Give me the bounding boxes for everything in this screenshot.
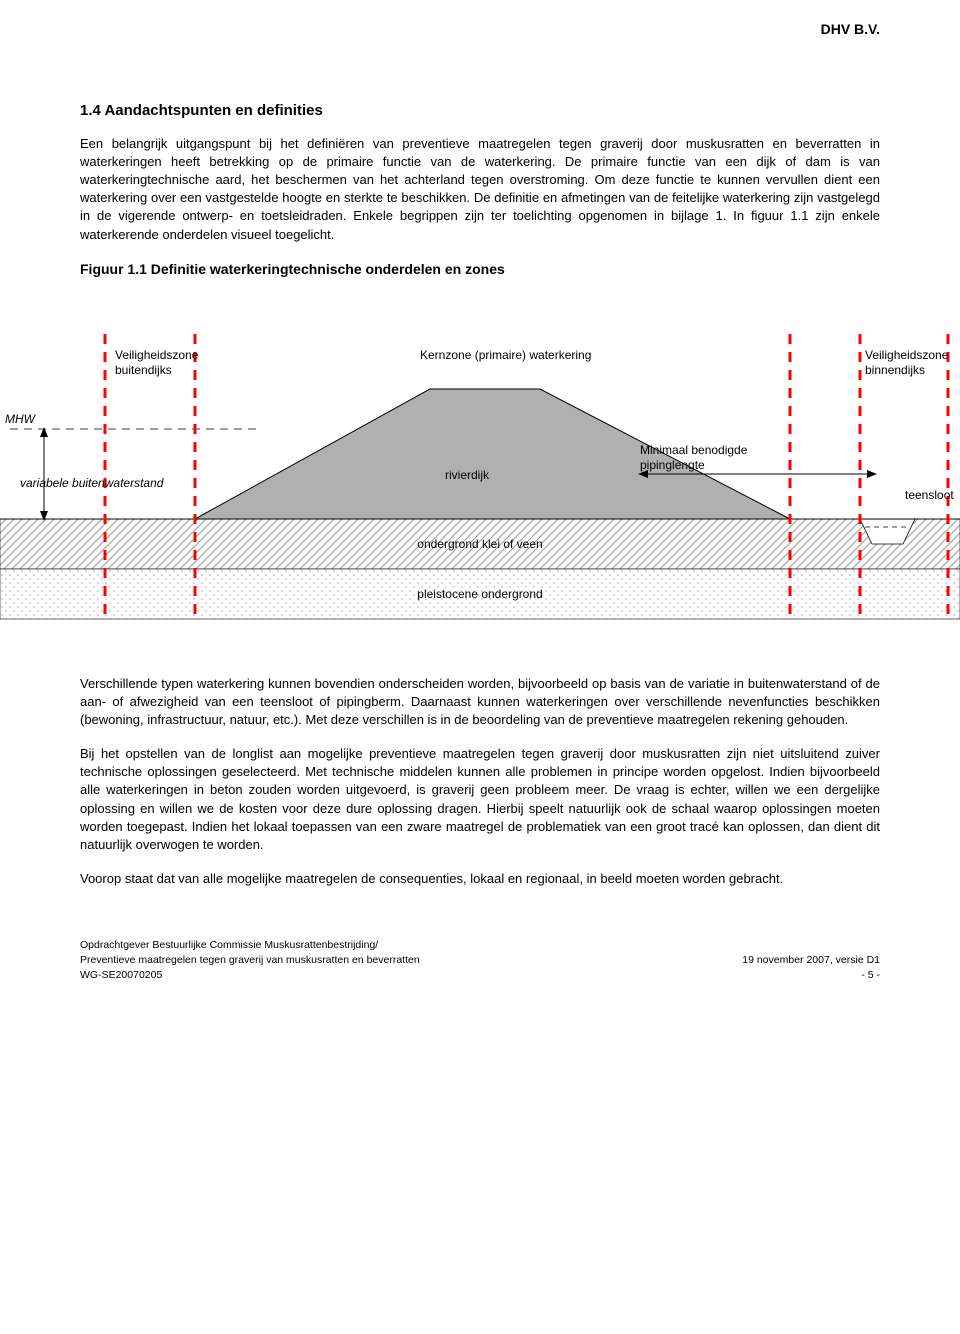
svg-text:pipinglengte: pipinglengte [640, 458, 705, 472]
page-footer: Opdrachtgever Bestuurlijke Commissie Mus… [80, 938, 880, 982]
svg-text:ondergrond klei of veen: ondergrond klei of veen [417, 537, 542, 551]
footer-date: 19 november 2007, versie D1 [742, 953, 880, 968]
svg-text:MHW: MHW [5, 412, 37, 426]
svg-text:binnendijks: binnendijks [865, 363, 925, 377]
figure-caption: Figuur 1.1 Definitie waterkeringtechnisc… [80, 260, 880, 280]
svg-text:teensloot: teensloot [905, 488, 954, 502]
svg-text:Veiligheidszone: Veiligheidszone [115, 348, 199, 362]
dyke-diagram-svg: VeiligheidszonebuitendijksKernzone (prim… [0, 309, 960, 639]
footer-client-1: Opdrachtgever Bestuurlijke Commissie Mus… [80, 938, 420, 953]
svg-text:variabele buitenwaterstand: variabele buitenwaterstand [20, 476, 164, 490]
paragraph-3: Bij het opstellen van de longlist aan mo… [80, 745, 880, 854]
diagram-cross-section: VeiligheidszonebuitendijksKernzone (prim… [0, 309, 960, 644]
svg-text:Minimaal benodigde: Minimaal benodigde [640, 443, 748, 457]
company-header: DHV B.V. [80, 20, 880, 40]
footer-page: - 5 - [742, 968, 880, 983]
svg-text:Kernzone (primaire) waterkerin: Kernzone (primaire) waterkering [420, 348, 591, 362]
svg-text:Veiligheidszone: Veiligheidszone [865, 348, 949, 362]
footer-right: 19 november 2007, versie D1 - 5 - [742, 953, 880, 982]
svg-text:rivierdijk: rivierdijk [445, 468, 490, 482]
footer-client-2: Preventieve maatregelen tegen graverij v… [80, 953, 420, 968]
paragraph-4: Voorop staat dat van alle mogelijke maat… [80, 870, 880, 888]
svg-text:pleistocene ondergrond: pleistocene ondergrond [417, 587, 542, 601]
paragraph-2: Verschillende typen waterkering kunnen b… [80, 675, 880, 730]
svg-text:buitendijks: buitendijks [115, 363, 172, 377]
footer-left: Opdrachtgever Bestuurlijke Commissie Mus… [80, 938, 420, 982]
footer-ref: WG-SE20070205 [80, 968, 420, 983]
section-heading: 1.4 Aandachtspunten en definities [80, 100, 880, 121]
paragraph-1: Een belangrijk uitgangspunt bij het defi… [80, 135, 880, 244]
